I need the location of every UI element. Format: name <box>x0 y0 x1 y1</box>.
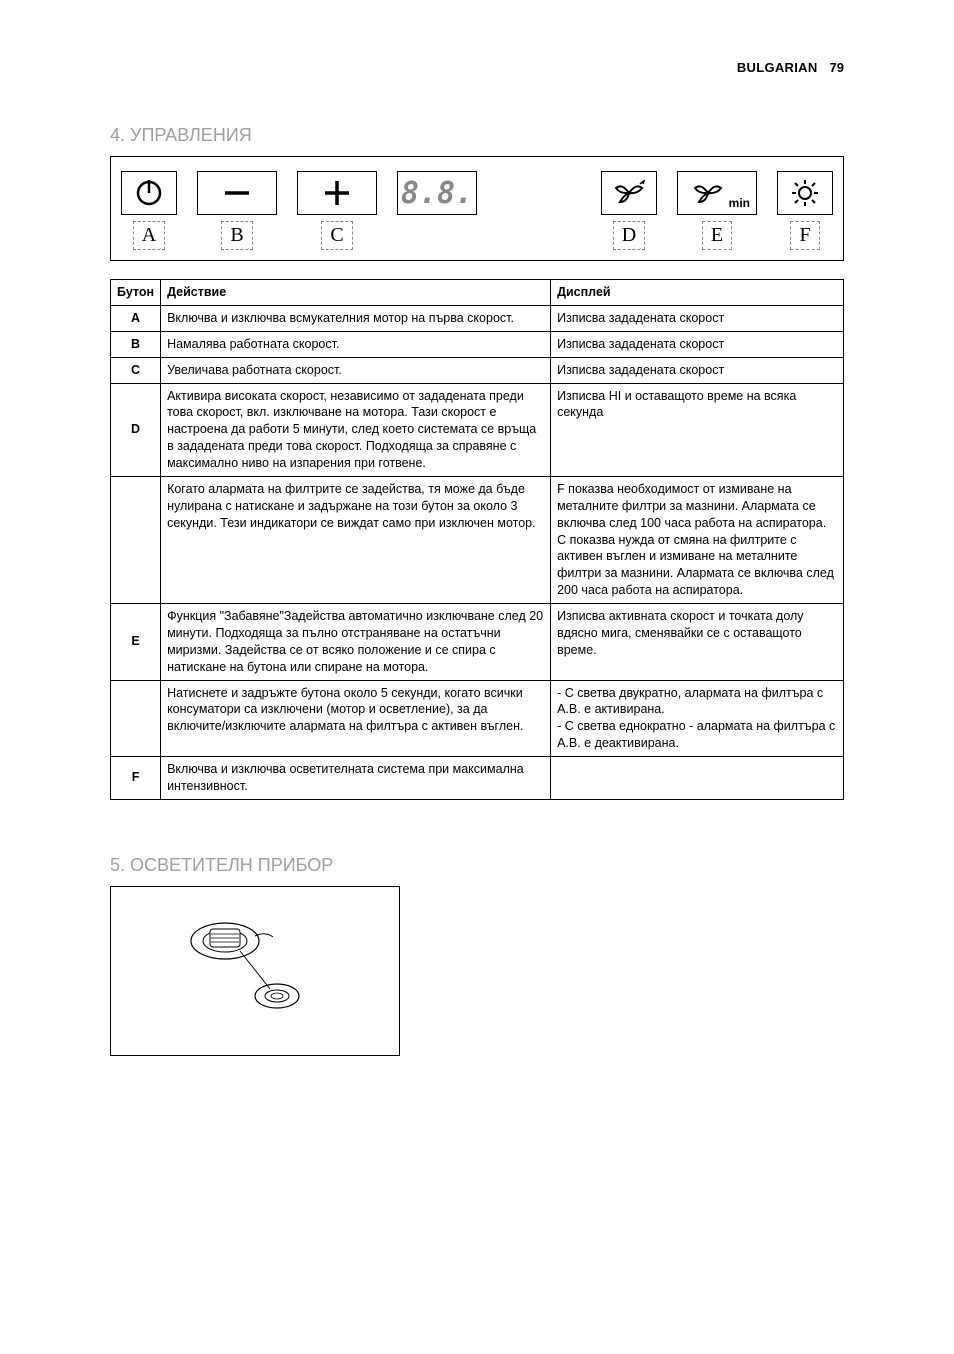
th-button: Бутон <box>111 280 161 306</box>
header-page-number: 79 <box>830 60 844 75</box>
min-label: min <box>729 196 750 210</box>
header-language: BULGARIAN <box>737 60 818 75</box>
table-row: EФункция "Забавяне"Задейства автоматично… <box>111 604 844 681</box>
cell-action: Когато алармата на филтрите се задейства… <box>161 476 551 603</box>
power-icon <box>121 171 177 215</box>
cell-button <box>111 476 161 603</box>
cell-action: Натиснете и задръжте бутона около 5 секу… <box>161 680 551 757</box>
cell-display: Изписва активната скорост и точката долу… <box>551 604 844 681</box>
panel-label-e: E <box>702 221 732 250</box>
cell-button <box>111 680 161 757</box>
cell-button: E <box>111 604 161 681</box>
cell-display: Изписва зададената скорост <box>551 331 844 357</box>
light-icon <box>777 171 833 215</box>
panel-label-f: F <box>790 221 819 250</box>
cell-action: Включва и изключва осветителната система… <box>161 757 551 800</box>
cell-display: - C светва двукратно, алармата на филтър… <box>551 680 844 757</box>
cell-display: Изписва зададената скорост <box>551 305 844 331</box>
panel-label-a: A <box>133 221 165 250</box>
cell-action: Активира високата скорост, независимо от… <box>161 383 551 476</box>
cell-display: Изписва HI и оставащото време на всяка с… <box>551 383 844 476</box>
page-header: BULGARIAN 79 <box>110 60 844 75</box>
panel-cell-b: B <box>197 171 277 250</box>
table-row: BНамалява работната скорост.Изписва зада… <box>111 331 844 357</box>
table-row: Когато алармата на филтрите се задейства… <box>111 476 844 603</box>
cell-display <box>551 757 844 800</box>
cell-display: Изписва зададената скорост <box>551 357 844 383</box>
table-row: CУвеличава работната скорост.Изписва зад… <box>111 357 844 383</box>
panel-cell-display: 8.8. <box>397 171 477 215</box>
fan-min-icon: min <box>677 171 757 215</box>
cell-action: Увеличава работната скорост. <box>161 357 551 383</box>
cell-button: F <box>111 757 161 800</box>
th-display: Дисплей <box>551 280 844 306</box>
cell-button: C <box>111 357 161 383</box>
cell-button: B <box>111 331 161 357</box>
panel-cell-f: F <box>777 171 833 250</box>
panel-label-b: B <box>221 221 252 250</box>
section-5: 5. ОСВЕТИТЕЛН ПРИБОР <box>110 855 844 1056</box>
panel-cell-c: C <box>297 171 377 250</box>
panel-label-d: D <box>613 221 645 250</box>
table-row: AВключва и изключва всмукателния мотор н… <box>111 305 844 331</box>
fan-icon <box>601 171 657 215</box>
cell-action: Намалява работната скорост. <box>161 331 551 357</box>
panel-label-c: C <box>321 221 352 250</box>
control-panel-diagram: A B C 8.8. D <box>110 156 844 261</box>
th-action: Действие <box>161 280 551 306</box>
table-row: DАктивира високата скорост, независимо о… <box>111 383 844 476</box>
panel-cell-a: A <box>121 171 177 250</box>
panel-cell-d: D <box>601 171 657 250</box>
section-5-title: 5. ОСВЕТИТЕЛН ПРИБОР <box>110 855 844 876</box>
plus-icon <box>297 171 377 215</box>
cell-button: D <box>111 383 161 476</box>
cell-action: Функция "Забавяне"Задейства автоматично … <box>161 604 551 681</box>
display-88: 8.8. <box>401 176 473 211</box>
section-4-title: 4. УПРАВЛЕНИЯ <box>110 125 844 146</box>
cell-action: Включва и изключва всмукателния мотор на… <box>161 305 551 331</box>
controls-table: Бутон Действие Дисплей AВключва и изключ… <box>110 279 844 800</box>
cell-button: A <box>111 305 161 331</box>
table-row: Натиснете и задръжте бутона около 5 секу… <box>111 680 844 757</box>
minus-icon <box>197 171 277 215</box>
lamp-diagram <box>110 886 400 1056</box>
table-row: FВключва и изключва осветителната систем… <box>111 757 844 800</box>
controls-tbody: AВключва и изключва всмукателния мотор н… <box>111 305 844 799</box>
panel-cell-e: min E <box>677 171 757 250</box>
cell-display: F показва необходимост от измиване на ме… <box>551 476 844 603</box>
seven-segment-icon: 8.8. <box>397 171 477 215</box>
